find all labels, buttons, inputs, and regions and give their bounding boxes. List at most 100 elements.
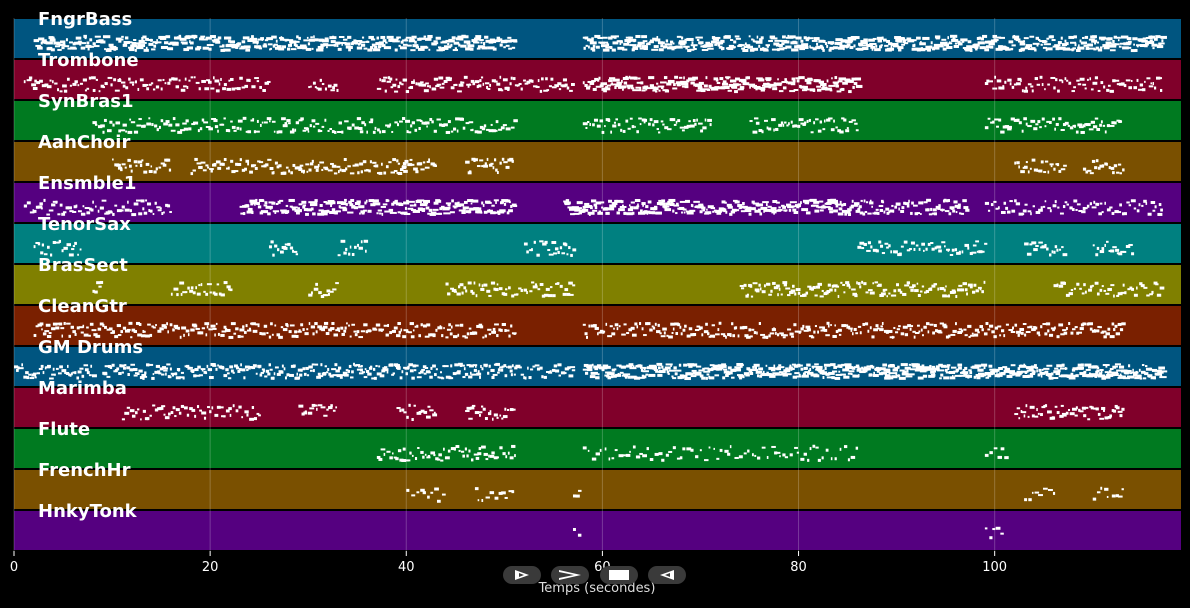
note-mark [357, 244, 359, 247]
note-mark [236, 409, 239, 412]
note-mark [1027, 253, 1032, 256]
note-mark [481, 76, 483, 78]
note-mark [944, 289, 946, 292]
note-mark [1053, 251, 1055, 254]
note-mark [450, 211, 455, 213]
note-mark [877, 212, 879, 215]
note-mark [423, 411, 427, 414]
note-mark [895, 331, 898, 333]
note-mark [1098, 212, 1102, 215]
note-mark [736, 367, 741, 370]
note-mark [430, 451, 435, 454]
note-mark [495, 363, 500, 366]
note-mark [218, 333, 220, 336]
note-mark [33, 209, 35, 212]
note-mark [1017, 38, 1021, 40]
note-mark [943, 376, 949, 379]
note-mark [620, 129, 622, 132]
note-mark [723, 80, 727, 83]
note-mark [513, 205, 517, 207]
note-mark [345, 327, 347, 330]
note-mark [321, 169, 323, 171]
note-mark [967, 376, 969, 379]
note-mark [572, 284, 575, 286]
note-mark [779, 332, 784, 334]
note-mark [928, 330, 930, 333]
note-mark [415, 170, 418, 173]
note-mark [1096, 369, 1099, 372]
note-mark [134, 131, 138, 134]
note-mark [786, 81, 788, 84]
note-mark [929, 287, 932, 290]
note-mark [815, 325, 817, 327]
note-mark [39, 80, 43, 83]
note-mark [591, 372, 598, 375]
note-mark [693, 333, 696, 336]
note-mark [656, 83, 658, 85]
note-mark [958, 285, 962, 287]
note-mark [1028, 83, 1032, 85]
note-mark [963, 206, 968, 209]
note-mark [1035, 245, 1038, 247]
note-mark [760, 334, 765, 336]
note-mark [907, 324, 911, 327]
note-mark [332, 165, 336, 168]
note-mark [327, 210, 330, 213]
note-mark [599, 211, 601, 214]
note-mark [521, 374, 524, 376]
note-mark [67, 243, 71, 246]
note-mark [270, 369, 273, 371]
note-mark [132, 415, 135, 418]
note-mark [1103, 85, 1105, 88]
note-mark [1105, 130, 1107, 133]
note-mark [665, 89, 669, 92]
note-mark [472, 200, 478, 203]
note-mark [361, 170, 363, 173]
note-mark [1018, 165, 1020, 168]
note-mark [1128, 364, 1130, 367]
note-mark [35, 376, 37, 378]
note-mark [836, 85, 839, 88]
note-mark [151, 48, 155, 50]
note-mark [214, 363, 216, 366]
note-mark [476, 294, 478, 297]
note-mark [373, 48, 380, 51]
note-mark [505, 288, 507, 290]
note-mark [1024, 37, 1029, 39]
note-mark [1029, 36, 1034, 38]
note-mark [265, 206, 272, 209]
note-mark [826, 202, 831, 205]
note-mark [238, 120, 243, 123]
note-mark [1137, 209, 1140, 212]
note-mark [287, 210, 289, 212]
note-mark [684, 377, 691, 380]
note-mark [911, 202, 914, 205]
note-mark [1126, 79, 1131, 81]
note-mark [1129, 204, 1131, 206]
note-mark [884, 45, 888, 47]
note-mark [155, 202, 157, 205]
note-mark [762, 447, 766, 449]
note-mark [1087, 44, 1093, 47]
note-mark [428, 371, 431, 373]
note-mark [52, 39, 55, 42]
note-mark [632, 334, 637, 337]
note-mark [970, 49, 973, 52]
note-mark [1153, 376, 1156, 379]
note-mark [1097, 367, 1099, 369]
note-mark [1096, 407, 1099, 410]
note-mark [648, 123, 651, 126]
note-mark [160, 207, 162, 209]
note-mark [161, 46, 168, 49]
note-mark [799, 374, 801, 376]
note-mark [782, 453, 785, 456]
note-mark [290, 324, 295, 326]
note-mark [615, 449, 618, 451]
note-mark [941, 241, 945, 243]
note-mark [286, 167, 289, 169]
note-mark [313, 126, 315, 128]
note-mark [223, 374, 227, 377]
note-mark [169, 169, 171, 172]
note-mark [622, 49, 627, 51]
note-mark [626, 454, 631, 457]
